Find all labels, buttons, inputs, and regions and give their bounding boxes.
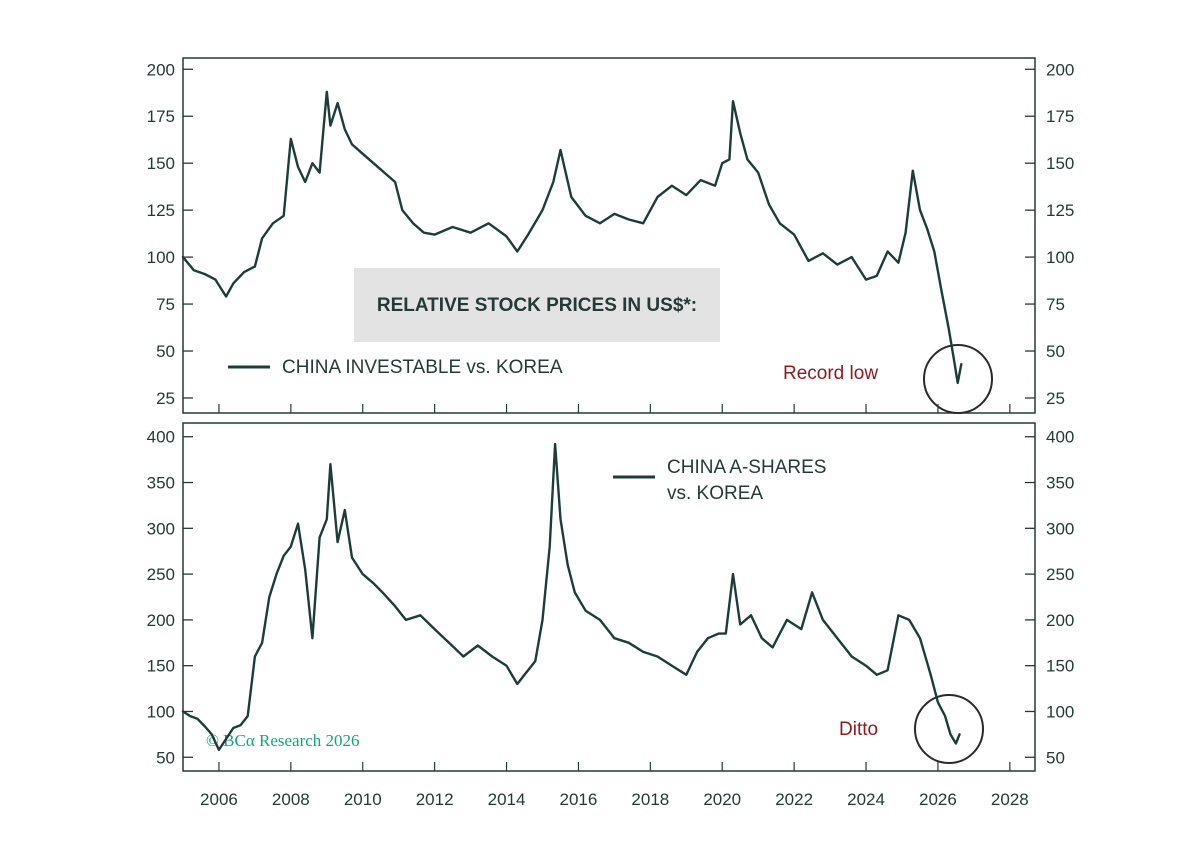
bottom-series-line	[181, 442, 961, 752]
bottom-right-tick-label: 150	[1046, 657, 1074, 676]
top-y-axis: 25 25 50 50 75 75 100 100 125 125 150 150 175 175 200 2…	[147, 60, 1074, 413]
bottom-left-tick-label: 250	[147, 565, 175, 584]
bottom-right-tick-label: 250	[1046, 565, 1074, 584]
bottom-series-group	[181, 442, 961, 752]
x-axis: 2006 2008 2010 2012 2014 2016 2018 2020 2022 2024…	[200, 790, 1029, 809]
bottom-ditto-circle	[914, 694, 984, 764]
x-tick-label: 2020	[703, 790, 741, 809]
x-tick-label: 2028	[991, 790, 1029, 809]
bottom-left-tick-label: 300	[147, 519, 175, 538]
bottom-left-tick-label: 100	[147, 702, 175, 721]
bottom-left-tick-label: 50	[156, 748, 175, 767]
top-left-tick-label: 50	[156, 342, 175, 361]
top-left-tick-label: 200	[147, 60, 175, 79]
top-left-tick-label: 175	[147, 107, 175, 126]
top-left-tick-label: 25	[156, 389, 175, 408]
top-left-tick-label: 75	[156, 295, 175, 314]
bottom-left-tick-label: 400	[147, 428, 175, 447]
top-right-tick-label: 25	[1046, 389, 1065, 408]
top-series-line	[181, 90, 963, 385]
bottom-left-tick-label: 150	[147, 657, 175, 676]
x-tick-label: 2018	[631, 790, 669, 809]
top-right-tick-label: 200	[1046, 60, 1074, 79]
x-tick-label: 2014	[488, 790, 526, 809]
bottom-left-tick-label: 350	[147, 474, 175, 493]
bottom-right-tick-label: 300	[1046, 519, 1074, 538]
top-annotation: Record low	[783, 363, 878, 384]
top-panel-frame	[182, 57, 1036, 414]
bottom-right-tick-label: 400	[1046, 428, 1074, 447]
top-left-tick-label: 125	[147, 201, 175, 220]
bottom-right-tick-label: 50	[1046, 748, 1065, 767]
bottom-legend-label: CHINA A-SHARES vs. KOREA	[667, 457, 826, 504]
bottom-annotation: Ditto	[839, 719, 878, 740]
top-right-tick-label: 150	[1046, 154, 1074, 173]
top-right-tick-label: 125	[1046, 201, 1074, 220]
bottom-right-tick-label: 100	[1046, 702, 1074, 721]
x-tick-label: 2010	[344, 790, 382, 809]
top-right-tick-label: 50	[1046, 342, 1065, 361]
bottom-y-axis: 50 50 100 100 150 150 200 200 250 250 300 300 350 350…	[147, 428, 1074, 771]
top-left-tick-label: 100	[147, 248, 175, 267]
top-series-group	[181, 90, 963, 385]
x-tick-label: 2012	[416, 790, 454, 809]
x-tick-label: 2008	[272, 790, 310, 809]
title-box-text: RELATIVE STOCK PRICES IN US$*:	[377, 295, 697, 316]
top-right-tick-label: 75	[1046, 295, 1065, 314]
top-legend-label: CHINA INVESTABLE vs. KOREA	[282, 357, 563, 378]
x-tick-label: 2026	[919, 790, 957, 809]
bottom-left-tick-label: 200	[147, 611, 175, 630]
top-right-tick-label: 100	[1046, 248, 1074, 267]
x-tick-label: 2022	[775, 790, 813, 809]
top-right-tick-label: 175	[1046, 107, 1074, 126]
x-tick-label: 2016	[560, 790, 598, 809]
title-box	[354, 268, 720, 342]
x-tick-label: 2006	[200, 790, 238, 809]
credit-text: © BCα Research 2026	[206, 731, 360, 750]
x-tick-label: 2024	[847, 790, 885, 809]
bottom-panel-frame	[182, 422, 1036, 772]
bottom-right-tick-label: 200	[1046, 611, 1074, 630]
bottom-right-tick-label: 350	[1046, 474, 1074, 493]
top-left-tick-label: 150	[147, 154, 175, 173]
top-record-low-circle	[923, 344, 993, 414]
